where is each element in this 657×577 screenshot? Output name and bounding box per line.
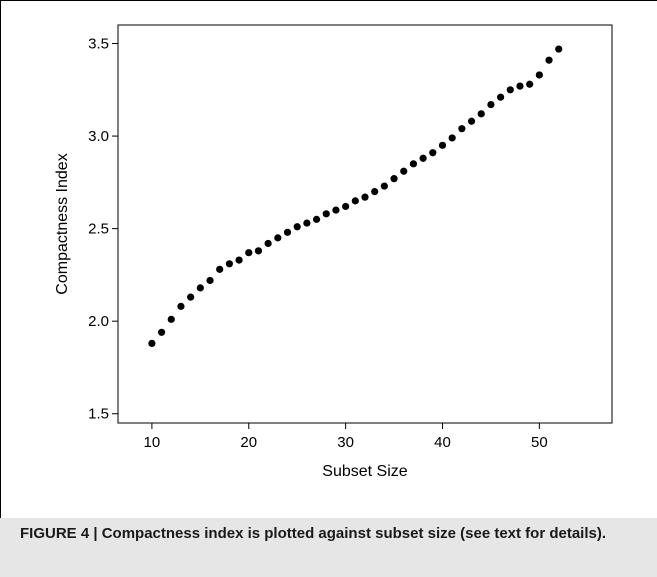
data-point xyxy=(380,182,388,190)
data-point xyxy=(332,206,340,214)
data-point xyxy=(157,328,166,336)
data-point xyxy=(419,154,427,162)
y-tick-label: 2.5 xyxy=(88,221,109,238)
scatter-chart: 1.5 2.0 2.5 3.0 3.5 10 20 30 40 50 Subset Size C… xyxy=(54,24,613,480)
x-axis-title: Subset Size xyxy=(322,463,407,480)
x-tick-label: 20 xyxy=(240,434,257,451)
data-point xyxy=(400,167,408,175)
data-point xyxy=(438,141,447,149)
data-point xyxy=(506,86,514,94)
data-point xyxy=(390,175,398,183)
x-axis: 10 20 30 40 50 xyxy=(144,423,548,451)
data-point xyxy=(293,223,301,231)
data-point xyxy=(409,160,418,168)
data-point xyxy=(458,125,466,133)
data-point xyxy=(312,215,321,223)
data-point xyxy=(274,234,282,242)
data-point xyxy=(429,149,437,157)
plot-area xyxy=(117,24,613,424)
data-point xyxy=(254,247,263,255)
data-point xyxy=(196,284,204,292)
data-point xyxy=(477,110,485,118)
data-point xyxy=(526,80,534,88)
data-point xyxy=(206,276,214,285)
data-point xyxy=(264,239,272,248)
data-point xyxy=(371,188,379,196)
data-point xyxy=(225,260,233,268)
y-tick-label: 2.0 xyxy=(88,313,109,330)
y-tick-label: 3.5 xyxy=(88,36,109,53)
x-tick-label: 30 xyxy=(337,434,354,451)
data-points xyxy=(148,45,563,347)
data-point xyxy=(177,302,185,310)
data-point xyxy=(448,134,456,142)
caption-band xyxy=(0,518,657,577)
data-point xyxy=(216,265,224,273)
data-point xyxy=(167,315,175,323)
x-tick-label: 50 xyxy=(531,434,548,451)
data-point xyxy=(187,293,195,301)
data-point xyxy=(535,71,543,79)
data-point xyxy=(467,117,476,125)
y-tick-label: 3.0 xyxy=(88,128,109,145)
data-point xyxy=(148,339,156,347)
data-point xyxy=(545,56,553,64)
figure-caption: FIGURE 4 | Compactness index is plotted … xyxy=(20,525,607,542)
data-point xyxy=(283,228,292,236)
data-point xyxy=(245,249,253,257)
y-axis: 1.5 2.0 2.5 3.0 3.5 xyxy=(88,36,118,423)
data-point xyxy=(351,197,359,205)
data-point xyxy=(361,193,369,201)
data-point xyxy=(342,202,350,211)
data-point xyxy=(516,82,524,90)
data-point xyxy=(322,210,330,218)
data-point xyxy=(303,219,311,227)
data-point xyxy=(235,256,243,264)
x-tick-label: 10 xyxy=(144,434,161,451)
y-tick-label: 1.5 xyxy=(88,406,109,423)
data-point xyxy=(487,101,495,109)
data-point xyxy=(497,93,505,101)
y-axis-title: Compactness Index xyxy=(54,153,71,294)
x-tick-label: 40 xyxy=(434,434,451,451)
data-point xyxy=(555,45,563,53)
